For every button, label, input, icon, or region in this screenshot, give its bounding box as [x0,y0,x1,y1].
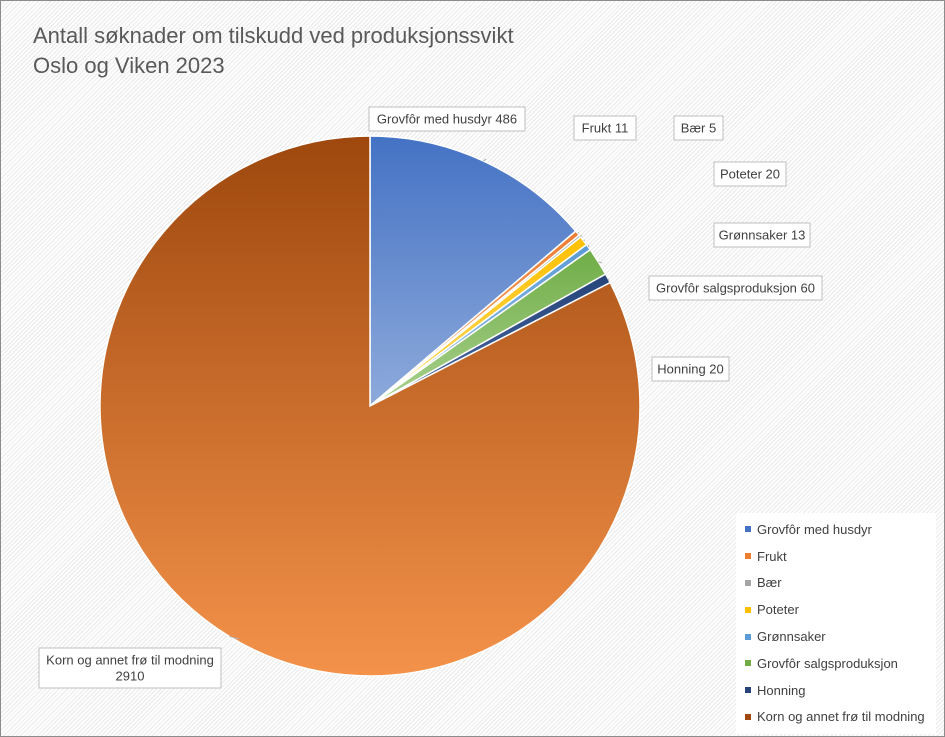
data-label-honning: Honning 20 [651,356,730,382]
legend-item-korn-og-annet-fro-til-modning: Korn og annet frø til modning [736,704,936,731]
data-label-frukt: Frukt 11 [573,115,637,141]
legend-label: Korn og annet frø til modning [757,709,925,725]
legend-label: Frukt [757,548,787,564]
legend-label: Grovfôr salgsproduksjon [757,655,898,671]
leader-line-gronnsaker [587,244,590,248]
legend-item-frukt: Frukt [736,543,936,570]
svg-text:Korn og annet frø til modning: Korn og annet frø til modning [46,653,214,668]
svg-text:2910: 2910 [116,669,145,684]
leader-line-korn-og-annet-fro-til-modning [229,635,240,640]
legend-item-grovfor-med-husdyr: Grovfôr med husdyr [736,516,936,543]
data-label-grovfor-salgsproduksjon: Grovfôr salgsproduksjon 60 [648,275,823,301]
legend-item-poteter: Poteter [736,596,936,623]
legend-item-baer: Bær [736,570,936,597]
svg-text:Grovfôr salgsproduksjon 60: Grovfôr salgsproduksjon 60 [656,281,815,296]
legend-item-gronnsaker: Grønnsaker [736,623,936,650]
chart-title-line-2: Oslo og Viken 2023 [33,53,225,78]
svg-text:Grovfôr med husdyr 486: Grovfôr med husdyr 486 [377,112,517,127]
pie-slice-grovfor-med-husdyr [369,135,577,408]
svg-text:Frukt 11: Frukt 11 [582,121,629,136]
leader-line-grovfor-salgsproduksjon [598,261,603,264]
chart-title: Antall søknader om tilskudd ved produksj… [33,21,514,81]
chart-title-line-1: Antall søknader om tilskudd ved produksj… [33,23,514,48]
svg-text:Honning 20: Honning 20 [657,362,724,377]
svg-text:Poteter 20: Poteter 20 [720,167,780,182]
legend-label: Grovfôr med husdyr [757,521,872,537]
legend-swatch [745,633,751,640]
leader-line-grovfor-med-husdyr [483,158,487,162]
legend-item-grovfor-salgsproduksjon: Grovfôr salgsproduksjon [736,650,936,677]
svg-text:Bær 5: Bær 5 [681,121,716,136]
legend-swatch [745,660,751,667]
legend-label: Bær [757,575,782,591]
legend-swatch [745,526,751,533]
data-label-grovfor-med-husdyr: Grovfôr med husdyr 486 [368,106,526,132]
chart-legend: Grovfôr med husdyr Frukt Bær Poteter Grønnsa… [736,513,936,735]
data-label-baer: Bær 5 [673,115,724,141]
legend-label: Honning [757,682,806,698]
data-label-poteter: Poteter 20 [713,161,787,187]
leader-line-poteter [583,239,586,242]
legend-swatch [745,579,751,586]
leader-line-honning [607,278,610,283]
legend-label: Grønnsaker [757,629,826,645]
legend-swatch [745,687,751,694]
legend-item-honning: Honning [736,677,936,704]
data-label-gronnsaker: Grønnsaker 13 [713,222,811,248]
legend-label: Poteter [757,602,799,618]
svg-text:Grønnsaker 13: Grønnsaker 13 [719,228,806,243]
legend-swatch [745,713,751,720]
legend-swatch [745,553,751,560]
legend-swatch [745,606,751,613]
